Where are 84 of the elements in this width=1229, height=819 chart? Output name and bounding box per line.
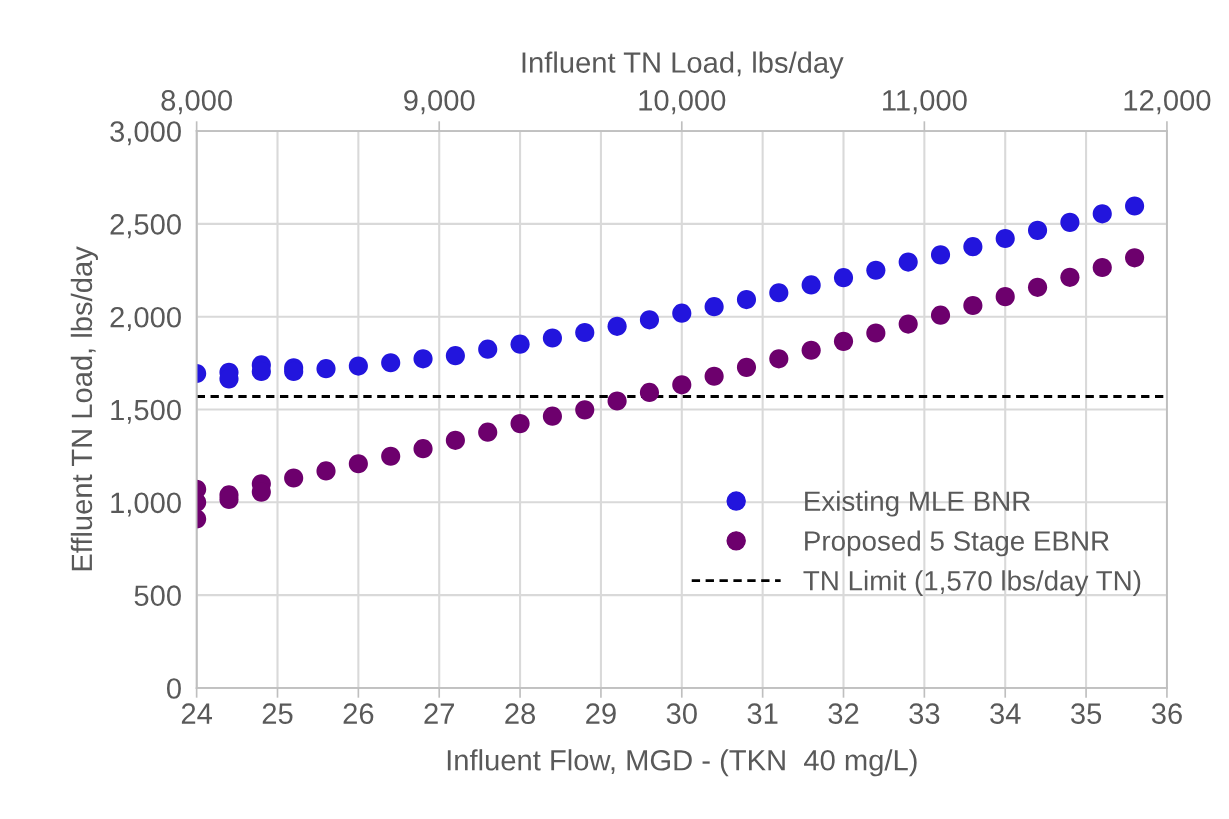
x2-tick-label: 10,000 xyxy=(639,90,726,115)
point xyxy=(801,340,821,360)
point xyxy=(672,303,692,323)
point xyxy=(607,316,627,336)
x-tick-label: 26 xyxy=(343,703,374,724)
y-tick-label: 1,500 xyxy=(111,399,181,424)
x-tick-label: 24 xyxy=(181,703,213,724)
point xyxy=(672,375,692,395)
point xyxy=(542,328,562,348)
y-axis-title: Effluent TN Load, lbs/day xyxy=(70,246,98,571)
point xyxy=(575,400,595,420)
point xyxy=(575,322,595,343)
y-tick-label: 0 xyxy=(166,678,181,699)
point xyxy=(413,439,433,459)
y-tick-label: 1,000 xyxy=(111,492,181,517)
point xyxy=(413,349,433,369)
point xyxy=(445,346,465,366)
x-tick-label: 30 xyxy=(666,703,697,724)
point xyxy=(736,290,757,310)
point xyxy=(866,323,886,343)
x-tick-label: 33 xyxy=(909,703,940,724)
point xyxy=(478,422,498,442)
x2-tick-label: 12,000 xyxy=(1124,90,1211,115)
point xyxy=(995,228,1015,249)
point xyxy=(1125,196,1145,216)
point xyxy=(704,366,724,386)
point xyxy=(348,454,368,474)
y-tick-label: 500 xyxy=(134,585,181,606)
point xyxy=(833,268,854,288)
point xyxy=(639,382,660,402)
x-tick-label: 32 xyxy=(828,703,859,724)
point xyxy=(542,406,562,426)
point xyxy=(769,283,789,303)
point xyxy=(478,339,498,359)
point xyxy=(1027,277,1048,297)
x-tick-label: 25 xyxy=(262,703,293,724)
point xyxy=(284,468,304,488)
point xyxy=(639,310,660,330)
x-tick-label: 31 xyxy=(747,703,778,724)
point xyxy=(963,237,983,257)
x-tick-label: 27 xyxy=(424,703,454,724)
point xyxy=(704,297,724,317)
point xyxy=(736,357,757,377)
y-tick-label: 2,500 xyxy=(110,214,181,239)
point xyxy=(769,349,789,369)
point xyxy=(1092,257,1112,278)
point xyxy=(866,260,886,280)
point xyxy=(348,356,368,376)
point xyxy=(381,353,401,373)
point xyxy=(445,430,465,450)
point xyxy=(995,287,1015,307)
point xyxy=(381,446,401,466)
point xyxy=(607,391,627,411)
point xyxy=(898,314,918,334)
point xyxy=(963,295,983,316)
x-tick-label: 35 xyxy=(1070,703,1102,724)
x-tick-label: 34 xyxy=(990,703,1021,724)
point xyxy=(1092,204,1112,224)
point xyxy=(316,359,336,379)
x-tick-label: 29 xyxy=(586,703,616,724)
point xyxy=(510,414,530,434)
point xyxy=(1060,267,1080,287)
x-axis-title: Influent Flow, MGD - (TKN 40 mg/L) xyxy=(447,749,917,777)
legend-label: Proposed 5 Stage EBNR xyxy=(805,530,1109,557)
point xyxy=(316,461,336,481)
x2-tick-label: 8,000 xyxy=(161,90,232,115)
point xyxy=(1060,212,1080,232)
y-tick-label: 3,000 xyxy=(110,121,181,146)
point xyxy=(930,305,951,325)
point xyxy=(898,252,918,272)
point xyxy=(801,275,821,295)
x2-tick-label: 11,000 xyxy=(883,90,967,115)
point xyxy=(833,331,854,351)
point xyxy=(1027,220,1048,240)
legend-label: TN Limit (1,570 lbs/day TN) xyxy=(803,570,1141,597)
point xyxy=(930,245,951,265)
x-tick-label: 28 xyxy=(505,703,536,724)
point xyxy=(1125,248,1145,268)
legend-label: Existing MLE BNR xyxy=(805,490,1031,517)
y-tick-label: 2,000 xyxy=(110,306,181,331)
point xyxy=(510,334,530,354)
x2-axis-title: Influent TN Load, lbs/day xyxy=(522,51,844,79)
x-tick-label: 36 xyxy=(1151,703,1182,724)
x2-tick-label: 9,000 xyxy=(404,90,475,115)
